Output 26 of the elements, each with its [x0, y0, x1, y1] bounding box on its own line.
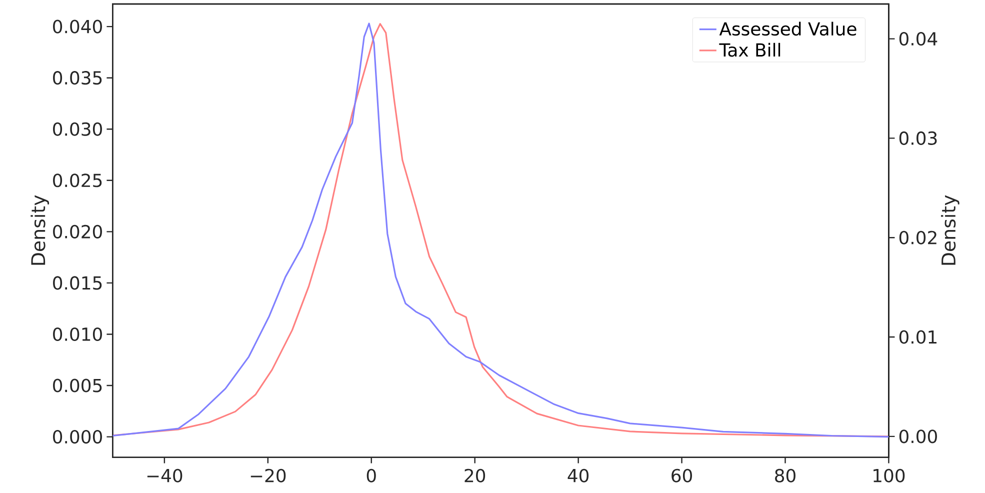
y-tick-label: 0.035: [53, 71, 102, 85]
x-tick-label: 40: [568, 468, 589, 482]
x-tick-label: −40: [147, 468, 182, 482]
y-tick-label: 0.010: [53, 327, 102, 342]
x-tick-label: 80: [775, 468, 796, 482]
legend-label: Tax Bill: [719, 42, 780, 57]
y-tick-label: 0.005: [53, 378, 102, 392]
y2-tick-label: 0.01: [899, 330, 936, 344]
y-axis-title: Density: [30, 195, 49, 265]
y2-axis-title: Density: [941, 195, 960, 265]
y2-tick-label: 0.04: [899, 32, 938, 46]
y2-tick-label: 0.00: [899, 430, 937, 444]
x-tick-label: 100: [874, 468, 905, 482]
x-tick-label: 20: [464, 468, 486, 482]
y-tick-label: 0.025: [53, 174, 102, 188]
y-tick-label: 0.020: [53, 224, 102, 238]
y-tick-label: 0.000: [53, 430, 102, 444]
y-tick-label: 0.015: [53, 276, 102, 290]
y-tick-label: 0.030: [53, 122, 102, 136]
y2-tick-label: 0.02: [899, 230, 936, 244]
x-tick-label: 0: [366, 468, 376, 482]
y2-tick-label: 0.03: [899, 131, 937, 145]
legend-label: Assessed Value: [719, 22, 856, 36]
x-tick-label: −20: [250, 468, 286, 482]
y-tick-label: 0.040: [53, 20, 102, 34]
x-tick-label: 60: [672, 468, 692, 482]
